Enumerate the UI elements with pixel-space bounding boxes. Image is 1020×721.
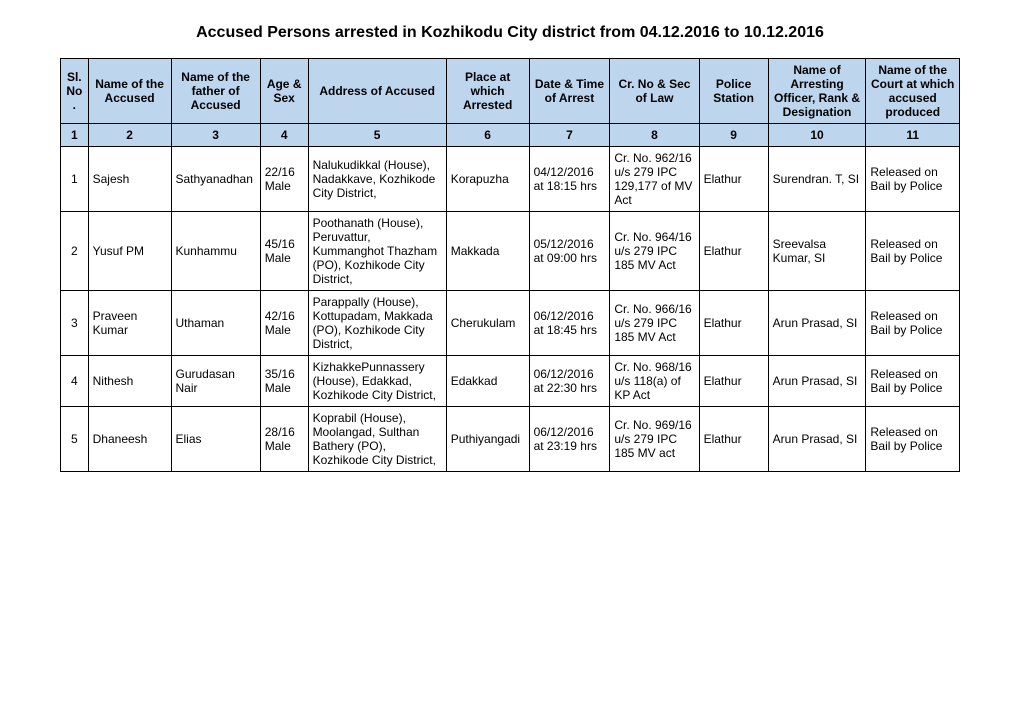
- cell-place: Puthiyangadi: [446, 407, 529, 472]
- colnum: 2: [88, 124, 171, 147]
- colnum: 3: [171, 124, 260, 147]
- cell-date: 06/12/2016 at 23:19 hrs: [529, 407, 610, 472]
- cell-father: Gurudasan Nair: [171, 356, 260, 407]
- cell-station: Elathur: [699, 291, 768, 356]
- cell-date: 06/12/2016 at 22:30 hrs: [529, 356, 610, 407]
- col-header: Sl. No.: [61, 59, 89, 124]
- cell-crno: Cr. No. 968/16 u/s 118(a) of KP Act: [610, 356, 699, 407]
- cell-station: Elathur: [699, 356, 768, 407]
- cell-station: Elathur: [699, 212, 768, 291]
- cell-place: Korapuzha: [446, 147, 529, 212]
- cell-crno: Cr. No. 966/16 u/s 279 IPC 185 MV Act: [610, 291, 699, 356]
- cell-age: 35/16 Male: [260, 356, 308, 407]
- cell-age: 45/16 Male: [260, 212, 308, 291]
- cell-date: 04/12/2016 at 18:15 hrs: [529, 147, 610, 212]
- cell-addr: Parappally (House), Kottupadam, Makkada …: [308, 291, 446, 356]
- cell-court: Released on Bail by Police: [866, 407, 960, 472]
- cell-addr: Poothanath (House), Peruvattur, Kummangh…: [308, 212, 446, 291]
- col-header: Cr. No & Sec of Law: [610, 59, 699, 124]
- colnum: 11: [866, 124, 960, 147]
- col-header: Name of the father of Accused: [171, 59, 260, 124]
- cell-sl: 5: [61, 407, 89, 472]
- cell-father: Uthaman: [171, 291, 260, 356]
- table-row: 4 Nithesh Gurudasan Nair 35/16 Male Kizh…: [61, 356, 960, 407]
- cell-name: Praveen Kumar: [88, 291, 171, 356]
- cell-addr: Nalukudikkal (House), Nadakkave, Kozhiko…: [308, 147, 446, 212]
- cell-name: Nithesh: [88, 356, 171, 407]
- cell-officer: Surendran. T, SI: [768, 147, 866, 212]
- cell-age: 28/16 Male: [260, 407, 308, 472]
- cell-officer: Arun Prasad, SI: [768, 356, 866, 407]
- colnum: 5: [308, 124, 446, 147]
- colnum: 8: [610, 124, 699, 147]
- cell-sl: 3: [61, 291, 89, 356]
- table-row: 2 Yusuf PM Kunhammu 45/16 Male Poothanat…: [61, 212, 960, 291]
- cell-sl: 4: [61, 356, 89, 407]
- col-header: Name of the Accused: [88, 59, 171, 124]
- colnum: 6: [446, 124, 529, 147]
- cell-place: Cherukulam: [446, 291, 529, 356]
- cell-crno: Cr. No. 962/16 u/s 279 IPC 129,177 of MV…: [610, 147, 699, 212]
- cell-addr: Koprabil (House), Moolangad, Sulthan Bat…: [308, 407, 446, 472]
- cell-name: Dhaneesh: [88, 407, 171, 472]
- cell-age: 42/16 Male: [260, 291, 308, 356]
- cell-crno: Cr. No. 964/16 u/s 279 IPC 185 MV Act: [610, 212, 699, 291]
- page-title: Accused Persons arrested in Kozhikodu Ci…: [60, 24, 960, 42]
- arrest-table: Sl. No. Name of the Accused Name of the …: [60, 58, 960, 472]
- cell-name: Sajesh: [88, 147, 171, 212]
- col-header: Address of Accused: [308, 59, 446, 124]
- cell-station: Elathur: [699, 147, 768, 212]
- colnum: 10: [768, 124, 866, 147]
- colnum: 7: [529, 124, 610, 147]
- cell-officer: Sreevalsa Kumar, SI: [768, 212, 866, 291]
- col-header: Place at which Arrested: [446, 59, 529, 124]
- cell-father: Sathyanadhan: [171, 147, 260, 212]
- header-row: Sl. No. Name of the Accused Name of the …: [61, 59, 960, 124]
- colnum: 4: [260, 124, 308, 147]
- table-row: 3 Praveen Kumar Uthaman 42/16 Male Parap…: [61, 291, 960, 356]
- cell-father: Kunhammu: [171, 212, 260, 291]
- cell-place: Edakkad: [446, 356, 529, 407]
- colnum: 1: [61, 124, 89, 147]
- cell-place: Makkada: [446, 212, 529, 291]
- cell-crno: Cr. No. 969/16 u/s 279 IPC 185 MV act: [610, 407, 699, 472]
- cell-court: Released on Bail by Police: [866, 291, 960, 356]
- cell-addr: KizhakkePunnassery (House), Edakkad, Koz…: [308, 356, 446, 407]
- cell-officer: Arun Prasad, SI: [768, 291, 866, 356]
- col-header: Date & Time of Arrest: [529, 59, 610, 124]
- cell-officer: Arun Prasad, SI: [768, 407, 866, 472]
- cell-court: Released on Bail by Police: [866, 212, 960, 291]
- cell-date: 06/12/2016 at 18:45 hrs: [529, 291, 610, 356]
- cell-court: Released on Bail by Police: [866, 356, 960, 407]
- colnum-row: 1 2 3 4 5 6 7 8 9 10 11: [61, 124, 960, 147]
- col-header: Name of Arresting Officer, Rank & Design…: [768, 59, 866, 124]
- table-row: 5 Dhaneesh Elias 28/16 Male Koprabil (Ho…: [61, 407, 960, 472]
- cell-sl: 2: [61, 212, 89, 291]
- cell-age: 22/16 Male: [260, 147, 308, 212]
- colnum: 9: [699, 124, 768, 147]
- cell-date: 05/12/2016 at 09:00 hrs: [529, 212, 610, 291]
- cell-father: Elias: [171, 407, 260, 472]
- cell-station: Elathur: [699, 407, 768, 472]
- col-header: Name of the Court at which accused produ…: [866, 59, 960, 124]
- col-header: Police Station: [699, 59, 768, 124]
- col-header: Age & Sex: [260, 59, 308, 124]
- cell-name: Yusuf PM: [88, 212, 171, 291]
- cell-court: Released on Bail by Police: [866, 147, 960, 212]
- cell-sl: 1: [61, 147, 89, 212]
- table-row: 1 Sajesh Sathyanadhan 22/16 Male Nalukud…: [61, 147, 960, 212]
